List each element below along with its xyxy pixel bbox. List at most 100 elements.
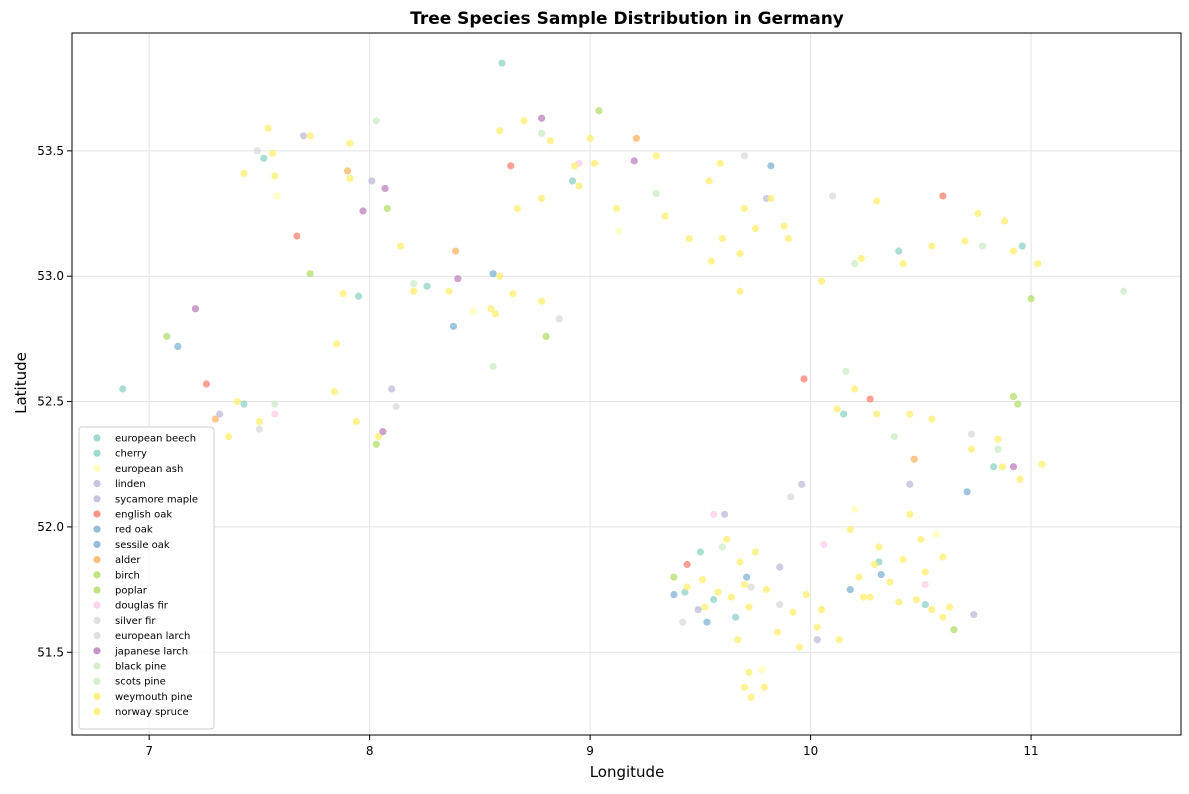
data-point	[994, 435, 1002, 443]
data-point	[332, 340, 341, 348]
data-points	[119, 59, 1128, 701]
data-point	[1027, 295, 1035, 303]
data-point	[396, 242, 405, 250]
data-point	[736, 287, 744, 295]
data-point	[705, 177, 713, 185]
series-birch	[163, 204, 1035, 401]
data-point	[776, 601, 784, 609]
y-tick-label: 52.0	[37, 520, 64, 534]
data-point	[612, 204, 621, 213]
y-tick-label: 53.5	[37, 144, 64, 158]
data-point	[590, 159, 599, 167]
series-scots-pine	[372, 117, 1128, 551]
data-point	[767, 162, 775, 170]
data-point	[736, 250, 744, 258]
data-point	[747, 693, 755, 701]
data-point	[707, 257, 715, 265]
data-point	[932, 530, 940, 539]
x-axis-label: Longitude	[590, 763, 665, 781]
data-point	[211, 415, 219, 423]
data-point	[890, 433, 898, 441]
data-point	[835, 636, 843, 644]
data-point	[652, 189, 660, 198]
data-point	[795, 643, 804, 651]
data-point	[736, 558, 744, 566]
series-european-beech	[240, 154, 1026, 609]
data-point	[727, 593, 735, 601]
data-point	[632, 134, 641, 142]
data-point	[967, 430, 976, 438]
chart-title: Tree Species Sample Distribution in Germ…	[410, 9, 844, 29]
legend-marker	[93, 449, 101, 457]
data-point	[685, 234, 693, 243]
legend-label: european beech	[115, 434, 196, 445]
data-point	[745, 603, 753, 611]
data-point	[489, 362, 497, 371]
data-point	[703, 618, 711, 626]
data-point	[851, 505, 859, 513]
series-alder	[211, 134, 918, 463]
data-point	[273, 192, 281, 200]
data-point	[271, 410, 279, 418]
series-norway-spruce	[224, 117, 1046, 701]
data-point	[339, 290, 347, 298]
data-point	[449, 322, 458, 330]
data-point	[233, 397, 241, 406]
data-point	[829, 192, 837, 200]
data-point	[555, 315, 563, 323]
data-point	[306, 270, 314, 278]
data-point	[355, 292, 363, 300]
data-point	[784, 234, 793, 243]
data-point	[352, 418, 361, 426]
legend-label: linden	[115, 479, 146, 490]
data-point	[410, 287, 418, 295]
data-point	[846, 525, 854, 534]
legend-label: scots pine	[115, 677, 166, 688]
data-point	[520, 117, 528, 125]
data-point	[743, 573, 751, 581]
data-point	[851, 385, 859, 393]
data-point	[740, 204, 749, 213]
legend-label: european ash	[115, 464, 183, 475]
data-point	[798, 480, 806, 488]
data-point	[886, 578, 894, 586]
data-point	[271, 172, 279, 180]
data-point	[800, 375, 808, 383]
legend-marker	[93, 662, 101, 670]
data-point	[368, 177, 376, 185]
data-point	[762, 585, 771, 594]
data-point	[970, 611, 978, 619]
data-point	[119, 385, 127, 393]
data-point	[820, 540, 828, 549]
data-point	[240, 400, 248, 408]
legend-label: red oak	[115, 525, 153, 536]
legend-label: cherry	[115, 449, 147, 460]
data-point	[546, 137, 555, 145]
legend-label: poplar	[115, 586, 148, 597]
data-point	[683, 560, 691, 569]
data-point	[910, 455, 918, 463]
data-point	[855, 573, 863, 581]
data-point	[630, 157, 638, 165]
data-point	[271, 400, 279, 408]
legend-marker	[93, 434, 101, 442]
data-point	[469, 307, 477, 315]
series-japanese-larch	[191, 114, 1018, 471]
data-point	[538, 129, 546, 137]
data-point	[240, 169, 248, 177]
x-tick-label: 7	[145, 744, 153, 758]
data-point	[833, 405, 841, 413]
series-european-larch	[253, 147, 976, 626]
data-point	[751, 224, 760, 233]
data-point	[939, 553, 947, 561]
data-point	[939, 613, 947, 621]
data-point	[299, 132, 308, 140]
data-point	[906, 510, 914, 518]
data-point	[745, 668, 753, 676]
data-point	[489, 270, 497, 278]
data-point	[694, 606, 702, 614]
y-axis-label: Latitude	[12, 352, 30, 414]
data-point	[877, 570, 885, 579]
data-point	[780, 222, 788, 230]
